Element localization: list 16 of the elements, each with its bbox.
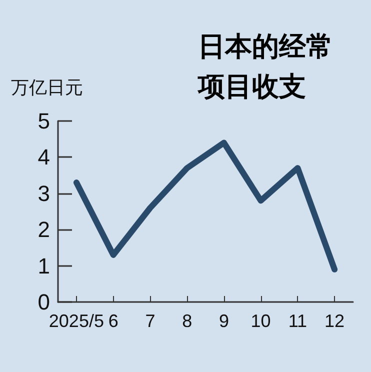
x-tick-label: 9 xyxy=(218,311,229,331)
x-tick-label: 10 xyxy=(250,311,271,331)
x-tick-label: 12 xyxy=(324,311,345,331)
y-tick-label: 2 xyxy=(38,217,50,242)
x-tick-label: 11 xyxy=(288,311,308,331)
y-axis-title: 万亿日元 xyxy=(11,78,83,98)
y-tick-label: 1 xyxy=(38,253,50,278)
y-tick-label: 4 xyxy=(38,144,50,170)
y-tick-label: 0 xyxy=(38,290,50,314)
x-tick-label: 2025/5 xyxy=(48,311,104,331)
x-tick-label: 6 xyxy=(108,311,118,331)
x-tick-label: 8 xyxy=(182,311,192,331)
x-tick-label: 7 xyxy=(145,311,156,331)
y-tick-label: 5 xyxy=(38,108,50,134)
chart-title: 日本的经常项目收支 xyxy=(197,32,333,102)
y-tick-label: 3 xyxy=(38,180,50,206)
